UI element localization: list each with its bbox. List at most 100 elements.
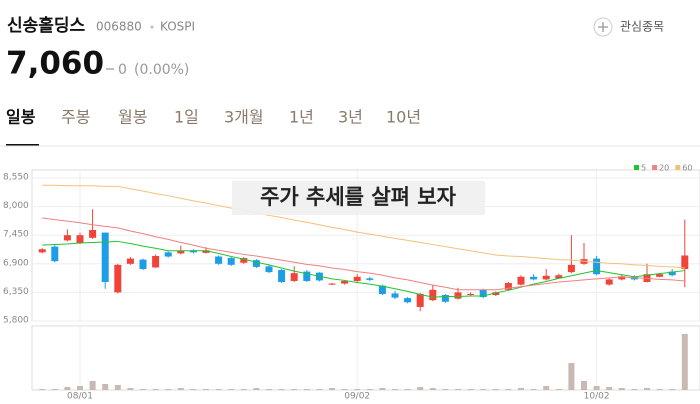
volume-bar <box>291 389 298 390</box>
volume-bar <box>681 334 688 390</box>
candle-body <box>63 235 71 241</box>
volume-bar <box>417 387 424 390</box>
candle-body <box>492 292 500 295</box>
volume-bar <box>89 381 96 390</box>
candle-body <box>681 255 689 269</box>
candle-body <box>328 283 336 285</box>
moving-average-line <box>42 240 685 298</box>
candle-body <box>366 278 374 280</box>
candle-body <box>341 280 349 284</box>
candle-body <box>202 250 210 253</box>
candle-body <box>555 275 563 279</box>
separator-dot <box>150 25 154 29</box>
volume-bar <box>379 388 386 390</box>
tab[interactable]: 1일 <box>174 108 199 127</box>
volume-bar <box>127 388 134 390</box>
y-tick-label: 5,800 <box>3 316 29 326</box>
tab[interactable]: 1년 <box>289 108 314 127</box>
candle-body <box>265 266 273 273</box>
legend-label: 60 <box>682 164 692 173</box>
candle-body <box>164 252 172 257</box>
volume-bar <box>555 389 562 390</box>
volume-bar <box>618 388 625 390</box>
x-tick-label: 10/02 <box>584 392 610 401</box>
candle-body <box>101 232 109 282</box>
volume-bar <box>480 389 487 390</box>
plus-circle <box>593 17 613 37</box>
change-pct: (0.00%) <box>134 62 189 78</box>
candle-body <box>215 256 223 264</box>
tab[interactable]: 3개월 <box>224 108 264 127</box>
volume-bar <box>341 389 348 390</box>
tab[interactable]: 3년 <box>338 108 363 127</box>
volume-bar <box>329 388 335 390</box>
volume-bar <box>190 389 197 390</box>
volume-bar <box>455 389 461 390</box>
candle-body <box>189 250 197 253</box>
legend-label: 5 <box>641 164 646 173</box>
volume-bar <box>165 389 172 390</box>
volume-bar <box>518 388 524 390</box>
moving-average-line <box>42 217 685 291</box>
candle-body <box>467 293 475 295</box>
volume-bar <box>64 387 71 390</box>
market: KOSPI <box>160 20 195 34</box>
volume-bar <box>429 388 436 390</box>
candle-body <box>378 285 386 294</box>
watch-label[interactable]: 관심종목 <box>620 20 664 34</box>
candle-body <box>404 298 412 303</box>
legend-swatch <box>634 165 639 170</box>
candle-body <box>416 293 424 307</box>
volume-bar <box>442 389 449 390</box>
volume-bar <box>669 389 676 390</box>
volume-bar <box>253 388 260 390</box>
candle-body <box>114 264 122 293</box>
price: 7,060 <box>6 46 104 82</box>
candle-body <box>429 289 437 301</box>
tab[interactable]: 주봉 <box>61 108 90 127</box>
y-tick-label: 6,350 <box>3 287 29 297</box>
volume-bar <box>228 389 235 390</box>
volume-bar <box>240 389 247 390</box>
volume-bar <box>278 389 285 390</box>
x-tick-label: 08/01 <box>67 392 93 401</box>
volume-bar <box>215 389 222 390</box>
watch-button[interactable]: 관심종목 <box>593 17 664 37</box>
candle-body <box>593 258 601 275</box>
candle-body <box>391 293 399 298</box>
volume-bar <box>102 384 109 390</box>
y-tick-label: 7,450 <box>3 230 29 240</box>
candle-body <box>504 283 512 290</box>
overlay-box <box>232 181 485 215</box>
candle-body <box>441 295 449 302</box>
volume-bar <box>606 387 613 390</box>
candle-body <box>530 276 538 280</box>
volume-bar <box>505 389 512 390</box>
volume-bar <box>581 381 587 390</box>
y-tick-label: 8,000 <box>3 201 29 211</box>
candle-body <box>454 292 462 299</box>
volume-bar <box>366 389 373 390</box>
volume-bar <box>354 389 361 390</box>
candle-body <box>479 289 487 298</box>
volume-bar <box>316 389 323 390</box>
tab[interactable]: 일봉 <box>6 108 36 127</box>
tab[interactable]: 월봉 <box>118 108 147 127</box>
volume-bar <box>631 389 638 390</box>
stock-name: 신송홀딩스 <box>7 15 86 36</box>
tab[interactable]: 10년 <box>386 108 421 127</box>
candle-body <box>668 271 676 276</box>
change: 0 <box>118 62 127 78</box>
candle-body <box>89 230 97 238</box>
volume-panel <box>31 325 700 391</box>
overlay-text: 주가 추세를 살펴 보자 <box>260 185 456 209</box>
volume-bar <box>492 389 499 390</box>
tab-bar: 일봉 주봉 월봉 1일 3개월 1년 3년 10년 <box>6 108 421 146</box>
y-tick-label: 6,900 <box>3 258 29 268</box>
candle-body <box>252 260 260 267</box>
volume-bar <box>140 389 146 390</box>
moving-average-line <box>42 184 685 269</box>
candle-body <box>76 235 84 243</box>
candle-body <box>227 258 235 265</box>
